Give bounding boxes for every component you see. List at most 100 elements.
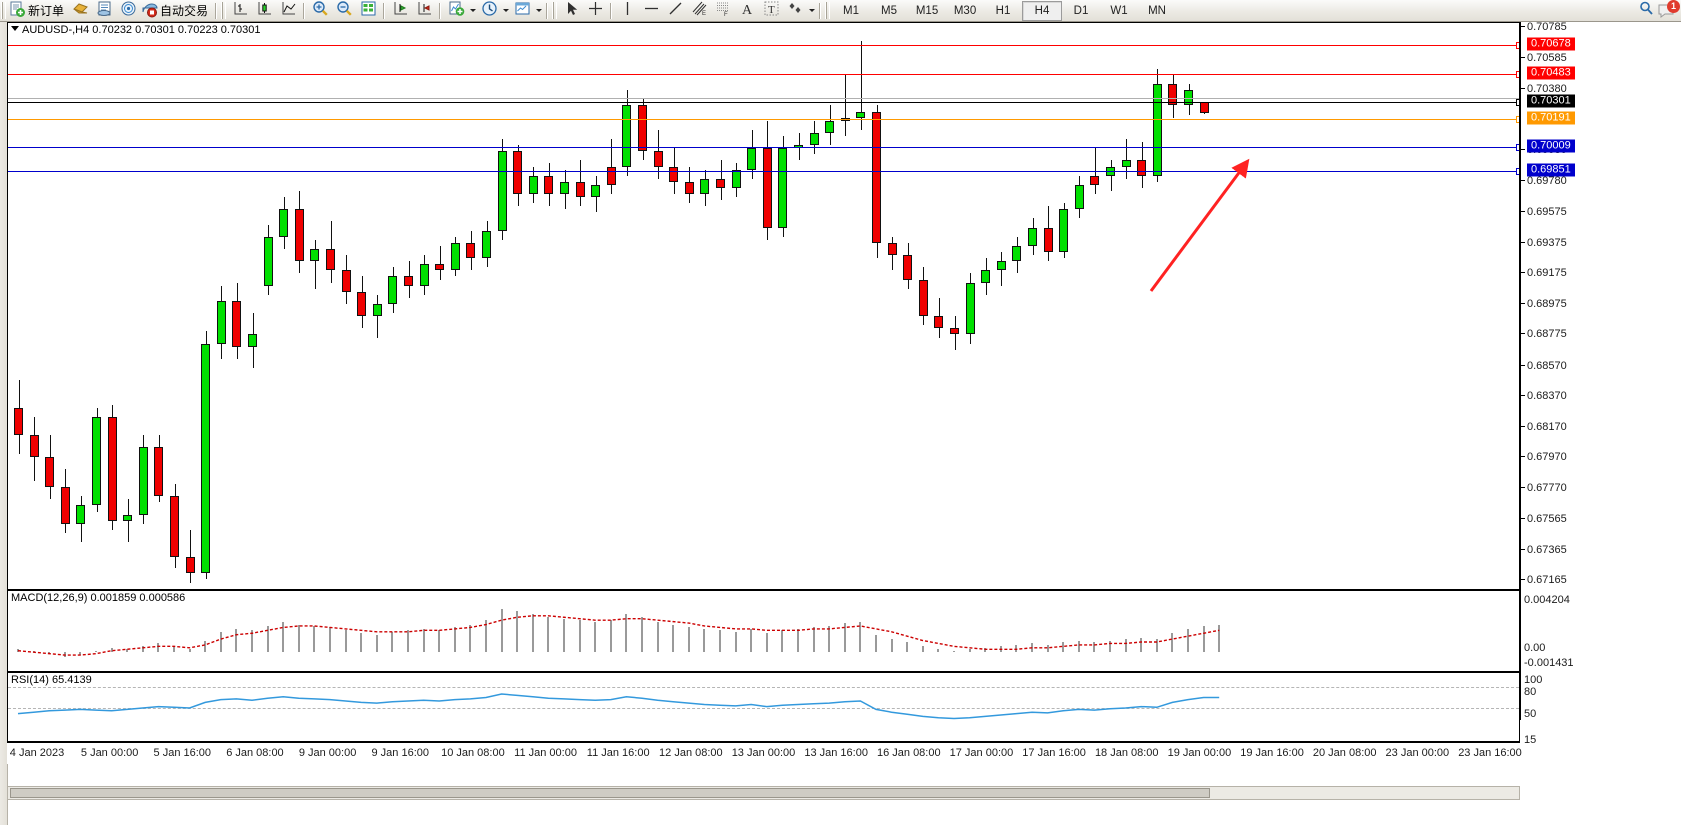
line-handle[interactable] [1516, 99, 1519, 107]
shapes-button[interactable] [783, 1, 807, 21]
support-line-1-tag[interactable]: 0.70009 [1527, 139, 1575, 153]
data-window-button[interactable] [92, 1, 116, 21]
rsi-panel[interactable]: RSI(14) 65.4139 [7, 672, 1520, 742]
resistance-line-2[interactable] [8, 71, 1519, 79]
auto-scroll-button[interactable] [412, 1, 436, 21]
timeframe-h1[interactable]: H1 [995, 4, 1011, 17]
timeframe-m15[interactable]: M15 [915, 4, 939, 17]
candle-body [1074, 184, 1084, 210]
toolbar-grip-3[interactable] [552, 2, 558, 19]
line-handle[interactable] [1516, 41, 1519, 49]
periods-dropdown-caret[interactable] [501, 1, 510, 21]
tile-windows-button[interactable] [356, 1, 380, 21]
candle-body [435, 264, 445, 271]
pivot-line[interactable] [8, 116, 1519, 124]
price-tick-label: 0.69780 [1527, 174, 1567, 187]
macd-panel[interactable]: MACD(12,26,9) 0.001859 0.000586 [7, 590, 1520, 672]
macd-histogram-bar [968, 649, 971, 653]
macd-histogram-bar [984, 647, 987, 653]
candlestick-chart-button[interactable] [252, 1, 276, 21]
price-chart-panel[interactable]: AUDUSD-,H4 0.70232 0.70301 0.70223 0.703… [7, 22, 1520, 590]
support-line-2[interactable] [8, 167, 1519, 175]
crosshair-button[interactable] [583, 1, 607, 21]
toolbar-grip-4[interactable] [825, 2, 831, 19]
price-tick-label: 0.70380 [1527, 83, 1567, 96]
new-order-button[interactable]: 新订单 [8, 1, 68, 21]
bar-chart-button[interactable] [228, 1, 252, 21]
indicators-button[interactable] [444, 1, 468, 21]
gray-level-line[interactable] [8, 97, 1519, 99]
alert-badge: 1 [1667, 0, 1680, 13]
toolbar-grip-2[interactable] [221, 2, 227, 19]
timeframe-m5[interactable]: M5 [881, 4, 898, 17]
vertical-line-button[interactable] [615, 1, 639, 21]
autotrading-button[interactable]: 自动交易 [140, 1, 212, 21]
time-tick-label: 16 Jan 08:00 [876, 747, 941, 759]
price-tick-label: 0.67565 [1527, 513, 1567, 525]
price-plot-area[interactable] [8, 23, 1519, 589]
scrollbar-thumb[interactable] [10, 788, 1210, 798]
price-axis[interactable]: 0.707850.705850.703800.699800.697800.695… [1520, 21, 1681, 746]
toolbar-separator-4 [439, 2, 442, 19]
shift-end-button[interactable] [388, 1, 412, 21]
resistance-line-1[interactable] [8, 41, 1519, 49]
templates-button[interactable] [510, 1, 534, 21]
macd-histogram-bar [812, 627, 815, 653]
svg-text:T: T [768, 4, 775, 16]
text-label-button[interactable]: T [759, 1, 783, 21]
candle-body [996, 261, 1006, 271]
price-tick: 0.70785 [1521, 21, 1567, 33]
fibonacci-button[interactable]: F [711, 1, 735, 21]
text-button[interactable]: A [735, 1, 759, 21]
price-tick-label: 0.68170 [1527, 420, 1567, 433]
current-price-line-tag[interactable]: 0.70301 [1527, 94, 1575, 108]
time-tick-label: 13 Jan 00:00 [731, 747, 796, 759]
candle-body [513, 151, 523, 194]
resistance-line-2-tag[interactable]: 0.70483 [1527, 66, 1575, 80]
navigator-button[interactable] [116, 1, 140, 21]
candle-body [638, 105, 647, 152]
timeframe-d1[interactable]: D1 [1073, 4, 1089, 17]
collapse-triangle-icon[interactable] [11, 26, 19, 31]
timeframe-h4[interactable]: H4 [1022, 0, 1063, 21]
rsi-plot-area[interactable] [8, 673, 1519, 741]
timeframe-w1[interactable]: W1 [1110, 4, 1128, 17]
line-handle[interactable] [1516, 167, 1519, 175]
time-axis[interactable]: 4 Jan 2023 5 Jan 00:00 5 Jan 16:00 6 Jan 08… [7, 742, 1522, 764]
macd-histogram-bar [500, 608, 503, 653]
pivot-line-tag[interactable]: 0.70191 [1527, 111, 1575, 125]
current-price-line[interactable] [8, 99, 1519, 107]
cursor-button[interactable] [559, 1, 583, 21]
line-handle[interactable] [1516, 143, 1519, 151]
zoom-in-button[interactable] [308, 0, 332, 21]
periods-button[interactable] [477, 0, 501, 21]
equidistant-channel-button[interactable]: E [687, 1, 711, 21]
search-button[interactable] [1635, 1, 1657, 21]
line-handle[interactable] [1516, 116, 1519, 124]
macd-plot-area[interactable] [8, 591, 1519, 671]
templates-dropdown-caret[interactable] [534, 1, 543, 21]
trendline-button[interactable] [663, 1, 687, 21]
line-chart-button[interactable] [276, 1, 300, 21]
timeframe-m30[interactable]: M30 [953, 4, 977, 17]
macd-tick-zero: 0.00 [1524, 642, 1546, 654]
horizontal-line-button[interactable] [639, 1, 663, 21]
line-handle[interactable] [1516, 71, 1519, 79]
shapes-dropdown-caret[interactable] [807, 1, 816, 21]
alerts-button[interactable]: 1 [1657, 0, 1681, 21]
macd-histogram-bar [95, 650, 97, 653]
resistance-line-1-tag[interactable]: 0.70678 [1527, 37, 1575, 51]
horizontal-scrollbar[interactable] [7, 786, 1520, 800]
expert-advisors-button[interactable] [68, 1, 92, 21]
support-line-2-tag[interactable]: 0.69851 [1527, 163, 1575, 177]
indicators-dropdown-caret[interactable] [468, 1, 477, 21]
candle-body [825, 120, 835, 133]
support-line-1[interactable] [8, 143, 1519, 151]
timeframe-mn[interactable]: MN [1148, 4, 1166, 17]
macd-histogram-bar [921, 646, 924, 653]
macd-histogram-bar [890, 639, 893, 653]
timeframe-m1[interactable]: M1 [843, 4, 860, 17]
toolbar-grip-1[interactable] [1, 2, 6, 19]
zoom-out-button[interactable] [332, 0, 356, 21]
candle-body [809, 132, 819, 146]
